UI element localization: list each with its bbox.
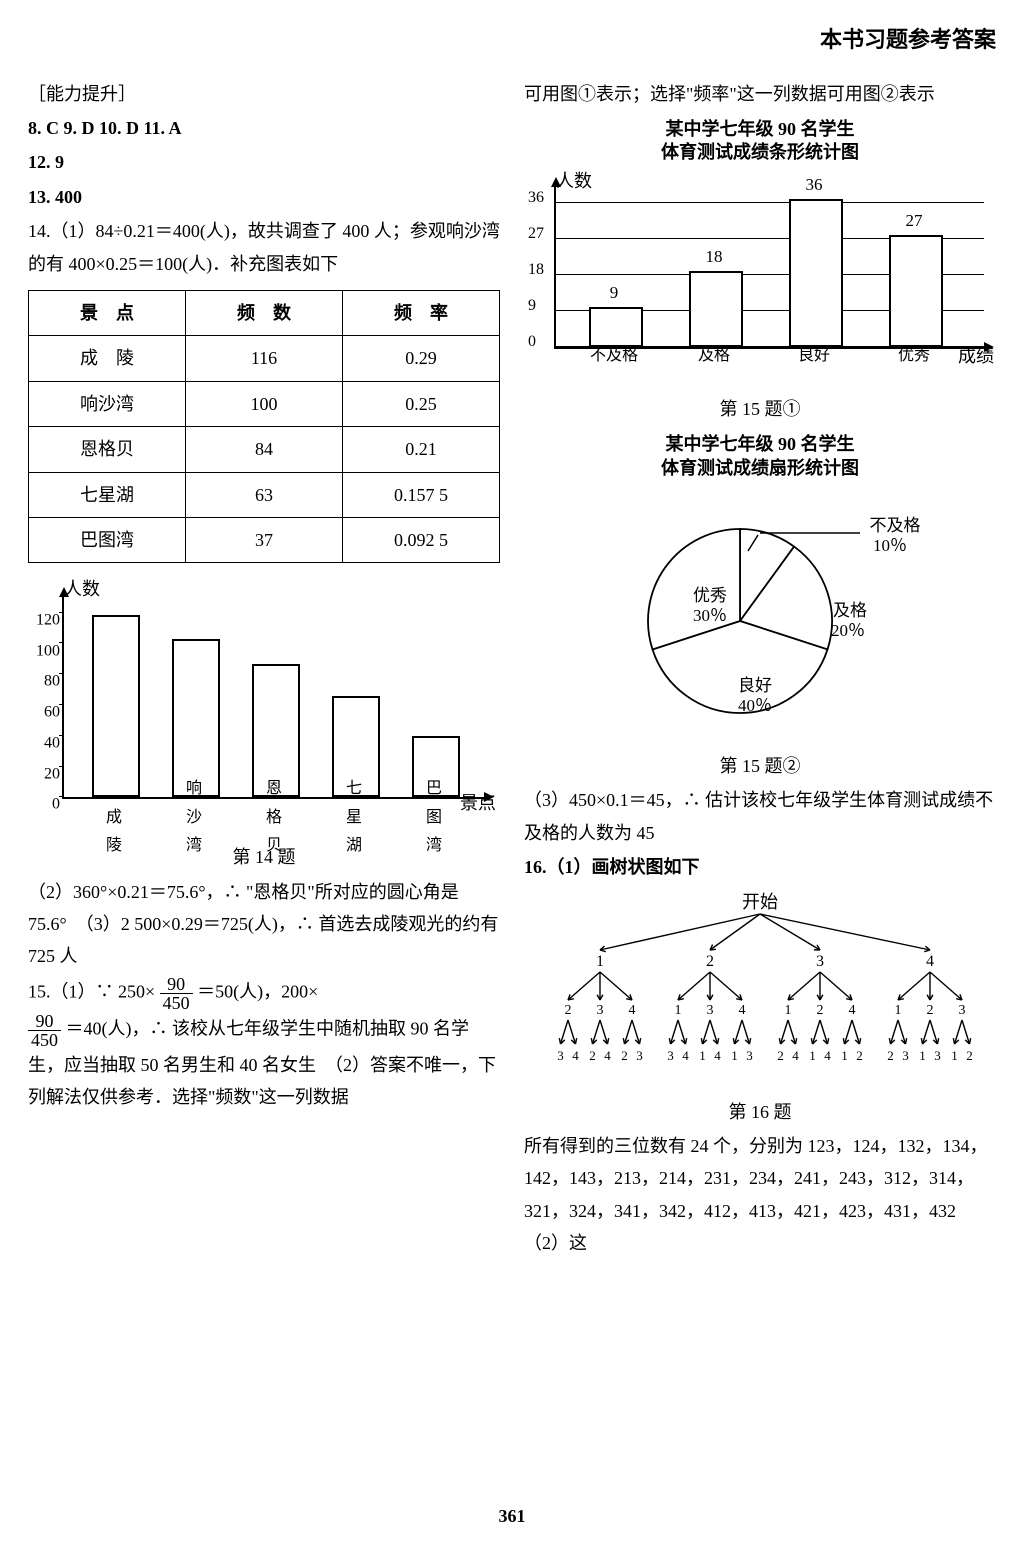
q15-pie-chart: 不及格10％ 及格20％ 良好40％ 优秀30％ xyxy=(524,486,996,746)
fraction-icon: 90450 xyxy=(28,1012,61,1049)
svg-text:2: 2 xyxy=(621,1048,628,1063)
page-header: 本书习题参考答案 xyxy=(28,20,996,60)
q15-part1: 15.（1）∵ 250× 90450 ＝50(人)，200× 90450 ＝40… xyxy=(28,975,500,1114)
svg-text:3: 3 xyxy=(667,1048,674,1063)
table-row: 响沙湾1000.25 xyxy=(29,381,500,426)
svg-text:4: 4 xyxy=(604,1048,611,1063)
two-columns: ［能力提升］ 8. C 9. D 10. D 11. A 12. 9 13. 4… xyxy=(28,76,996,1262)
q15-bar-chart: 人数 091827369不及格18及格36良好27优秀 成绩 xyxy=(524,169,996,389)
th-spot: 景 点 xyxy=(29,290,186,335)
svg-text:3: 3 xyxy=(707,1003,714,1018)
svg-text:3: 3 xyxy=(902,1048,909,1063)
svg-text:1: 1 xyxy=(699,1048,706,1063)
left-column: ［能力提升］ 8. C 9. D 10. D 11. A 12. 9 13. 4… xyxy=(28,76,500,1262)
svg-text:4: 4 xyxy=(714,1048,721,1063)
svg-text:1: 1 xyxy=(731,1048,738,1063)
svg-text:4: 4 xyxy=(824,1048,831,1063)
svg-text:2: 2 xyxy=(706,953,714,970)
svg-text:3: 3 xyxy=(746,1048,753,1063)
svg-text:1: 1 xyxy=(675,1003,682,1018)
q14-bar-chart: 人数 020406080100120成 陵响 沙 湾恩 格 贝七 星 湖巴 图 … xyxy=(28,577,500,837)
svg-text:2: 2 xyxy=(856,1048,863,1063)
table-row: 恩格贝840.21 xyxy=(29,427,500,472)
svg-text:40％: 40％ xyxy=(738,696,772,715)
q14-part2: （2）360°×0.21＝75.6°，∴ "恩格贝"所对应的圆心角是 75.6°… xyxy=(28,876,500,973)
svg-text:2: 2 xyxy=(966,1048,973,1063)
svg-text:2: 2 xyxy=(887,1048,894,1063)
right-column: 可用图①表示；选择"频率"这一列数据可用图②表示 某中学七年级 90 名学生 体… xyxy=(524,76,996,1262)
fraction-icon: 90450 xyxy=(160,975,193,1012)
q16-tree-diagram: 开始12342343244231343144131242144121232133… xyxy=(524,892,996,1092)
svg-text:3: 3 xyxy=(934,1048,941,1063)
q13: 13. 400 xyxy=(28,181,500,213)
th-freq: 频 数 xyxy=(186,290,343,335)
svg-text:3: 3 xyxy=(557,1048,564,1063)
svg-text:3: 3 xyxy=(816,953,824,970)
q14-part1: 14.（1）84÷0.21＝400(人)，故共调查了 400 人；参观响沙湾的有… xyxy=(28,215,500,280)
q15-part3: （3）450×0.1＝45，∴ 估计该校七年级学生体育测试成绩不及格的人数为 4… xyxy=(524,784,996,849)
svg-text:及格: 及格 xyxy=(833,601,867,620)
section-heading: ［能力提升］ xyxy=(28,78,500,110)
caption-q15-1: 第 15 题① xyxy=(524,393,996,425)
svg-text:1: 1 xyxy=(919,1048,926,1063)
q12: 12. 9 xyxy=(28,146,500,178)
x-axis-label: 景点 xyxy=(460,787,496,819)
svg-text:2: 2 xyxy=(777,1048,784,1063)
x-axis-label: 成绩 xyxy=(958,340,994,372)
svg-text:1: 1 xyxy=(951,1048,958,1063)
svg-text:4: 4 xyxy=(572,1048,579,1063)
svg-text:开始: 开始 xyxy=(742,892,778,912)
svg-text:4: 4 xyxy=(739,1003,746,1018)
svg-text:2: 2 xyxy=(817,1003,824,1018)
svg-text:优秀: 优秀 xyxy=(693,586,727,605)
svg-text:1: 1 xyxy=(895,1003,902,1018)
svg-text:2: 2 xyxy=(589,1048,596,1063)
table-row: 巴图湾370.092 5 xyxy=(29,517,500,562)
caption-q16: 第 16 题 xyxy=(524,1096,996,1128)
svg-text:1: 1 xyxy=(841,1048,848,1063)
svg-text:1: 1 xyxy=(809,1048,816,1063)
svg-text:20％: 20％ xyxy=(831,621,865,640)
svg-text:2: 2 xyxy=(565,1003,572,1018)
pie-chart-title: 某中学七年级 90 名学生 体育测试成绩扇形统计图 xyxy=(524,433,996,480)
svg-text:3: 3 xyxy=(636,1048,643,1063)
table-row: 七星湖630.157 5 xyxy=(29,472,500,517)
th-rate: 频 率 xyxy=(343,290,500,335)
svg-text:良好: 良好 xyxy=(738,676,772,695)
svg-text:10％: 10％ xyxy=(873,536,907,555)
svg-text:4: 4 xyxy=(682,1048,689,1063)
svg-text:1: 1 xyxy=(596,953,604,970)
svg-text:4: 4 xyxy=(849,1003,856,1018)
svg-text:3: 3 xyxy=(959,1003,966,1018)
svg-text:30％: 30％ xyxy=(693,606,727,625)
frequency-table: 景 点 频 数 频 率 成 陵1160.29 响沙湾1000.25 恩格贝840… xyxy=(28,290,500,563)
svg-text:4: 4 xyxy=(629,1003,636,1018)
q8-11: 8. C 9. D 10. D 11. A xyxy=(28,112,500,144)
svg-text:4: 4 xyxy=(792,1048,799,1063)
q16-part1: 16.（1）画树状图如下 xyxy=(524,851,996,883)
page-number: 361 xyxy=(0,1500,1024,1532)
bar-chart2-title: 某中学七年级 90 名学生 体育测试成绩条形统计图 xyxy=(524,118,996,165)
svg-text:2: 2 xyxy=(927,1003,934,1018)
svg-text:3: 3 xyxy=(597,1003,604,1018)
svg-text:1: 1 xyxy=(785,1003,792,1018)
table-row: 成 陵1160.29 xyxy=(29,336,500,381)
svg-text:4: 4 xyxy=(926,953,934,970)
q16-part2: 所有得到的三位数有 24 个，分别为 123，124，132，134，142，1… xyxy=(524,1130,996,1260)
caption-q15-2: 第 15 题② xyxy=(524,750,996,782)
svg-text:不及格: 不及格 xyxy=(870,516,921,535)
q15-cont: 可用图①表示；选择"频率"这一列数据可用图②表示 xyxy=(524,78,996,110)
